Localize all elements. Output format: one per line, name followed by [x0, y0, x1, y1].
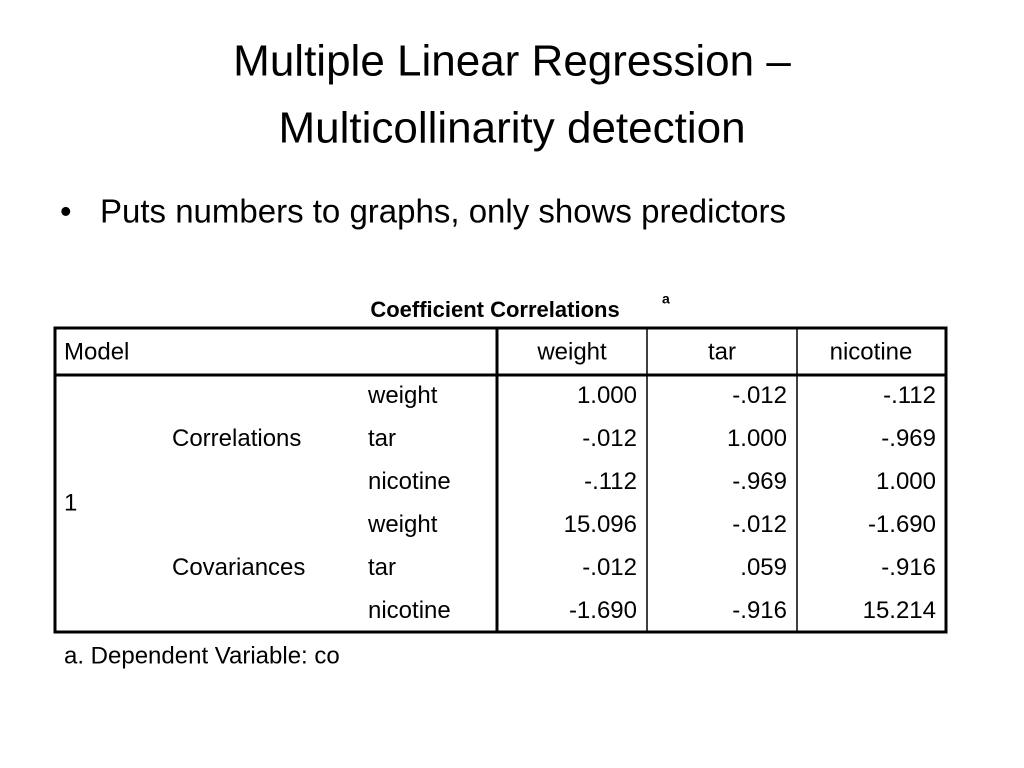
- model-cell: 1: [64, 489, 77, 516]
- value-cell: -.112: [883, 382, 936, 409]
- header-cell: nicotine: [830, 338, 913, 365]
- value-cell: -1.690: [569, 597, 637, 624]
- footnote: a. Dependent Variable: co: [64, 642, 340, 669]
- value-cell: 1.000: [727, 425, 787, 452]
- value-cell: -1.690: [868, 511, 936, 538]
- value-cell: -.969: [881, 425, 936, 452]
- group-cell: Covariances: [172, 554, 305, 581]
- value-cell: -.012: [582, 425, 637, 452]
- value-cell: -.012: [732, 382, 787, 409]
- value-cell: -.916: [881, 554, 936, 581]
- header-cell: Model: [64, 338, 129, 365]
- value-cell: -.112: [584, 468, 637, 495]
- value-cell: -.012: [732, 511, 787, 538]
- value-cell: 15.214: [863, 597, 936, 624]
- variable-cell: tar: [368, 554, 396, 581]
- value-cell: -.012: [582, 554, 637, 581]
- table-border: [53, 326, 948, 634]
- caption-note: a: [662, 291, 670, 307]
- value-cell: 1.000: [577, 382, 637, 409]
- variable-cell: nicotine: [368, 468, 451, 495]
- variable-cell: weight: [367, 511, 438, 538]
- value-cell: .059: [740, 554, 787, 581]
- value-cell: 1.000: [876, 468, 936, 495]
- bullet-dot: •: [60, 193, 72, 230]
- title-line: Multicollinarity detection: [278, 104, 745, 153]
- variable-cell: nicotine: [368, 597, 451, 624]
- table-caption: Coefficient Correlations: [370, 297, 619, 322]
- variable-cell: weight: [367, 382, 438, 409]
- value-cell: 15.096: [564, 511, 637, 538]
- header-cell: tar: [708, 338, 736, 365]
- variable-cell: tar: [368, 425, 396, 452]
- title-line: Multiple Linear Regression –: [233, 37, 791, 86]
- header-cell: weight: [536, 338, 607, 365]
- bullet-text: Puts numbers to graphs, only shows predi…: [100, 193, 786, 230]
- value-cell: -.916: [732, 597, 787, 624]
- value-cell: -.969: [732, 468, 787, 495]
- group-cell: Correlations: [172, 425, 301, 452]
